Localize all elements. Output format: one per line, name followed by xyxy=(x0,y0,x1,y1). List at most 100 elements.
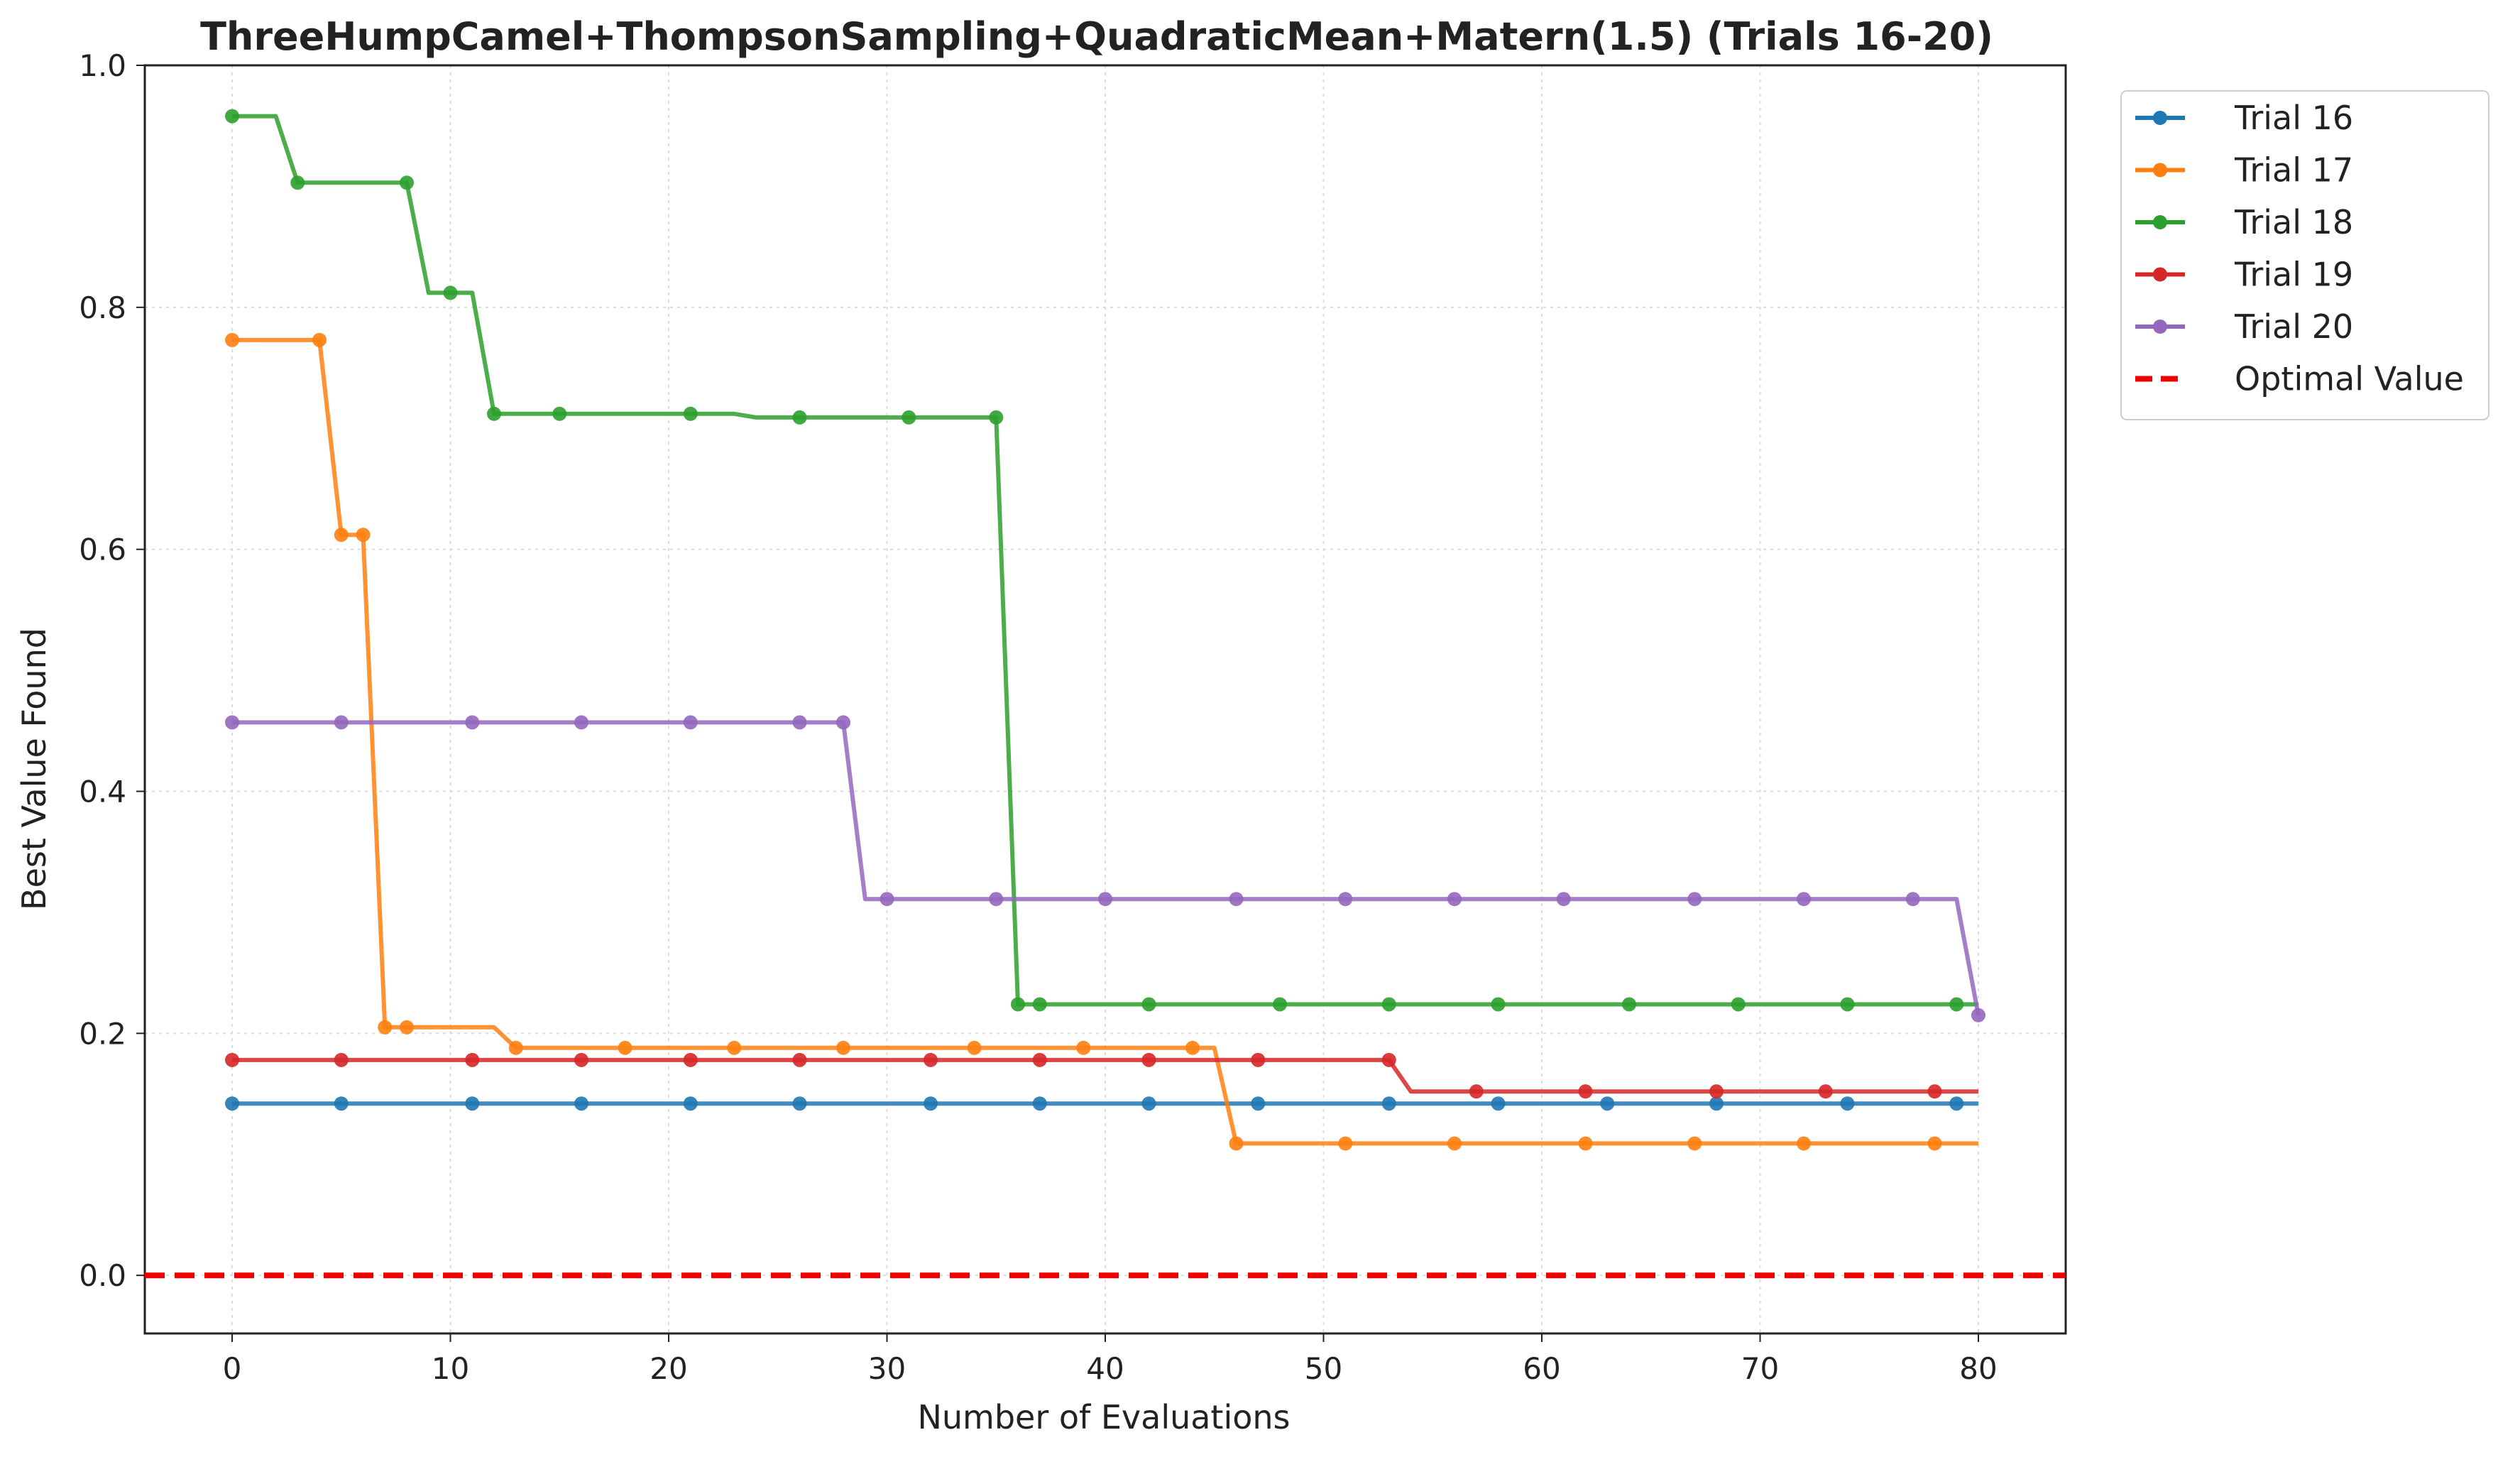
trial-20-point xyxy=(1338,892,1353,907)
trial-16-point xyxy=(334,1096,349,1111)
legend-box xyxy=(2120,90,2489,420)
trial-19-point xyxy=(1469,1084,1484,1099)
trial-18-point xyxy=(443,285,458,300)
trial-18-point xyxy=(225,109,239,124)
legend-label-trial-18: Trial 18 xyxy=(2234,203,2353,241)
legend-marker-trial-17 xyxy=(2153,163,2167,178)
x-tick-label: 40 xyxy=(1086,1351,1124,1386)
trial-18-point xyxy=(1949,997,1964,1012)
trial-17-point xyxy=(400,1020,414,1035)
x-tick-label: 30 xyxy=(868,1351,906,1386)
trial-16-point xyxy=(1709,1096,1724,1111)
y-tick-label: 0.0 xyxy=(79,1258,126,1293)
trial-20-point xyxy=(880,892,894,907)
trial-17-point xyxy=(1076,1040,1091,1055)
legend-label-optimal-value: Optimal Value xyxy=(2235,360,2464,398)
trial-19-point xyxy=(1927,1084,1942,1099)
trial-20-point xyxy=(1098,892,1112,907)
trial-20-point xyxy=(1905,892,1920,907)
x-tick-label: 70 xyxy=(1741,1351,1779,1386)
legend: Trial 16 Trial 17 Trial 18 Trial 19 Trial 20… xyxy=(2120,90,2489,420)
trial-19-point xyxy=(792,1052,807,1067)
x-tick-label: 60 xyxy=(1523,1351,1560,1386)
trial-17-point xyxy=(836,1040,850,1055)
trial-17-point xyxy=(312,332,327,347)
trial-17-point xyxy=(1687,1136,1702,1151)
trial-19-point xyxy=(574,1052,588,1067)
legend-label-trial-19: Trial 19 xyxy=(2234,256,2353,294)
legend-label-trial-16: Trial 16 xyxy=(2234,99,2353,137)
trial-18-point xyxy=(290,175,305,190)
trial-20-point xyxy=(836,715,850,730)
trial-18-point xyxy=(1840,997,1855,1012)
trial-20-point xyxy=(574,715,588,730)
trial-16-point xyxy=(574,1096,588,1111)
trial-17-point xyxy=(378,1020,393,1035)
x-axis-label: Number of Evaluations xyxy=(917,1398,1290,1436)
trial-17-point xyxy=(1338,1136,1353,1151)
trial-19-point xyxy=(1709,1084,1724,1099)
trial-20-point xyxy=(792,715,807,730)
trial-20-point xyxy=(465,715,480,730)
trial-16-point xyxy=(792,1096,807,1111)
trial-16-point xyxy=(1381,1096,1396,1111)
trial-16-point xyxy=(1949,1096,1964,1111)
trial-17-point xyxy=(508,1040,523,1055)
y-axis-label: Best Value Found xyxy=(15,628,53,910)
trial-19-point xyxy=(334,1052,349,1067)
trial-17-point xyxy=(1229,1136,1244,1151)
x-tick-label: 20 xyxy=(650,1351,687,1386)
trial-18-point xyxy=(400,175,414,190)
legend-marker-trial-19 xyxy=(2153,267,2167,282)
trial-16-point xyxy=(1600,1096,1615,1111)
legend-marker-trial-20 xyxy=(2153,320,2167,334)
trial-17-point xyxy=(1797,1136,1811,1151)
trial-19-point xyxy=(683,1052,698,1067)
trial-20-point xyxy=(1447,892,1462,907)
trial-17-point xyxy=(967,1040,982,1055)
y-tick-label: 1.0 xyxy=(79,48,126,83)
trial-20-point xyxy=(1556,892,1571,907)
trial-17-point xyxy=(334,528,349,542)
x-tick-label: 80 xyxy=(1959,1351,1997,1386)
trial-19-point xyxy=(1251,1052,1266,1067)
trial-16-point xyxy=(1491,1096,1506,1111)
legend-label-trial-17: Trial 17 xyxy=(2234,151,2353,190)
trial-20-point xyxy=(334,715,349,730)
trial-18-point xyxy=(1381,997,1396,1012)
trial-17-point xyxy=(1927,1136,1942,1151)
trial-18-point xyxy=(902,410,916,425)
series-markers xyxy=(225,109,1985,1151)
trial-16-point xyxy=(683,1096,698,1111)
legend-marker-trial-18 xyxy=(2153,215,2167,229)
trial-17-point xyxy=(1578,1136,1593,1151)
trial-18-point xyxy=(989,410,1004,425)
trial-20-point xyxy=(1229,892,1244,907)
trial-18-point xyxy=(552,406,567,421)
trial-19-point xyxy=(1141,1052,1156,1067)
trial-19-point xyxy=(1032,1052,1047,1067)
trial-18-point xyxy=(1731,997,1746,1012)
trial-19-point xyxy=(1578,1084,1593,1099)
trial-19-point xyxy=(1818,1084,1833,1099)
legend-marker-trial-16 xyxy=(2153,111,2167,125)
trial-20-line xyxy=(232,720,1981,1016)
trial-18-line xyxy=(232,114,1978,1007)
trial-16-point xyxy=(1141,1096,1156,1111)
trial-17-point xyxy=(727,1040,742,1055)
trial-16-point xyxy=(1251,1096,1266,1111)
trial-19-point xyxy=(1381,1052,1396,1067)
y-tick-label: 0.8 xyxy=(79,290,126,325)
trial-20-point xyxy=(1797,892,1811,907)
x-tick-label: 0 xyxy=(223,1351,242,1386)
trial-16-point xyxy=(924,1096,938,1111)
y-tick-label: 0.4 xyxy=(79,775,126,809)
trial-18-point xyxy=(1491,997,1506,1012)
trial-16-point xyxy=(225,1096,239,1111)
trial-18-point xyxy=(1032,997,1047,1012)
trial-18-point xyxy=(1011,997,1025,1012)
x-tick-label: 50 xyxy=(1305,1351,1342,1386)
trial-20-point xyxy=(225,715,239,730)
trial-20-point xyxy=(989,892,1004,907)
